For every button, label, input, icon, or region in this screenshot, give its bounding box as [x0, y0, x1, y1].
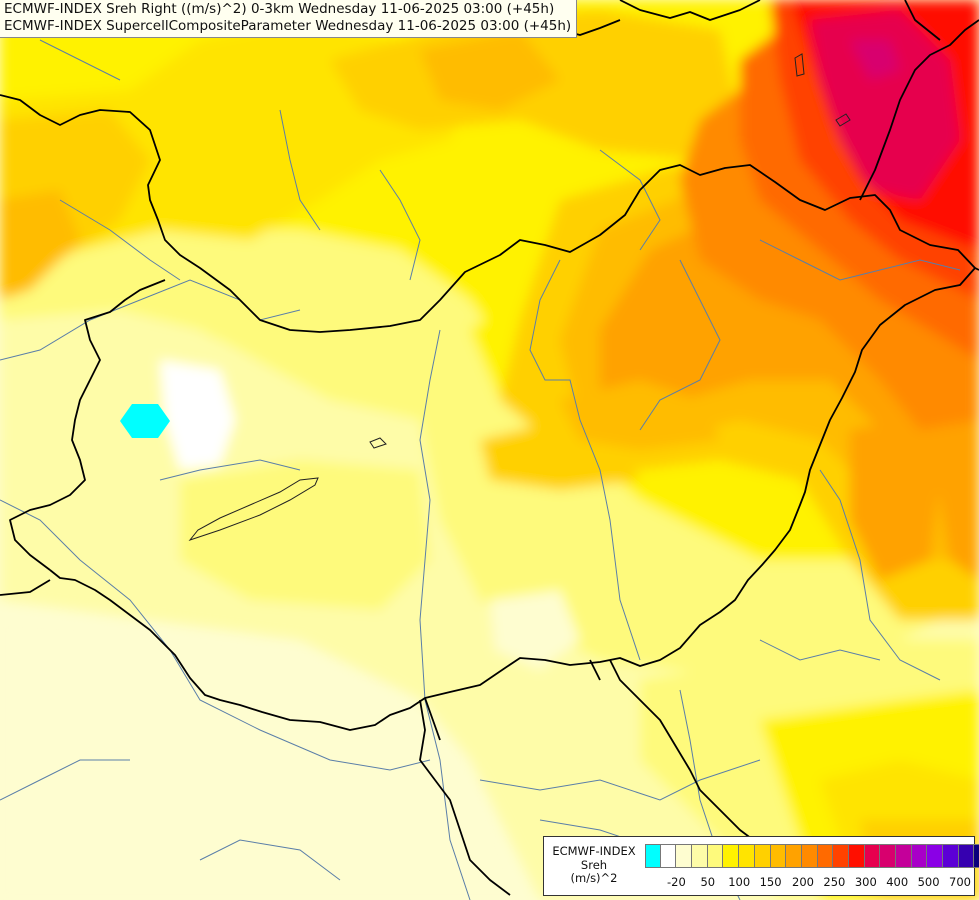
legend-swatch [958, 845, 975, 867]
color-legend: ECMWF-INDEX Sreh (m/s)^2 -20 50 100 150 200 2… [543, 836, 979, 896]
legend-swatch [911, 845, 928, 867]
legend-ticks: -20 50 100 150 200 250 300 400 500 700 [645, 875, 975, 889]
legend-tick-label: 50 [700, 875, 716, 889]
negative-sreh-spot [120, 404, 170, 438]
legend-swatch [864, 845, 881, 867]
legend-swatch [707, 845, 724, 867]
legend-swatch [833, 845, 849, 867]
legend-swatch [786, 845, 802, 867]
legend-swatch [754, 845, 771, 867]
legend-swatch [739, 845, 755, 867]
legend-title-line1: ECMWF-INDEX [552, 844, 636, 858]
map-title-line2: ECMWF-INDEX SupercellCompositeParameter … [4, 18, 572, 34]
legend-swatch [692, 845, 708, 867]
legend-swatch [645, 845, 661, 867]
legend-swatches [645, 844, 979, 868]
legend-swatch [770, 845, 787, 867]
legend-title: ECMWF-INDEX Sreh (m/s)^2 [546, 844, 642, 886]
legend-tick-label: 300 [854, 875, 877, 889]
legend-tick-label: 250 [823, 875, 846, 889]
legend-swatch [660, 845, 677, 867]
legend-tick-label: 100 [728, 875, 751, 889]
legend-swatch [896, 845, 912, 867]
legend-swatch [943, 845, 959, 867]
legend-swatch [974, 845, 979, 867]
map-title: ECMWF-INDEX Sreh Right ((m/s)^2) 0-3km W… [0, 0, 578, 38]
legend-tick-label: 500 [917, 875, 940, 889]
legend-title-line3: (m/s)^2 [570, 871, 618, 885]
map-title-line1: ECMWF-INDEX Sreh Right ((m/s)^2) 0-3km W… [4, 1, 555, 17]
legend-swatch [927, 845, 944, 867]
legend-swatch [676, 845, 693, 867]
legend-swatch [817, 845, 834, 867]
legend-tick-label: -20 [666, 875, 686, 889]
legend-tick-label: 700 [949, 875, 971, 889]
legend-tick-label: 400 [886, 875, 909, 889]
legend-tick-label: 150 [759, 875, 782, 889]
legend-title-line2: Sreh [580, 857, 608, 872]
legend-swatch [801, 845, 818, 867]
legend-swatch [880, 845, 896, 867]
legend-swatch [848, 845, 865, 867]
legend-tick-label: 200 [792, 875, 814, 889]
lakes [188, 53, 851, 542]
legend-swatch [723, 845, 740, 867]
